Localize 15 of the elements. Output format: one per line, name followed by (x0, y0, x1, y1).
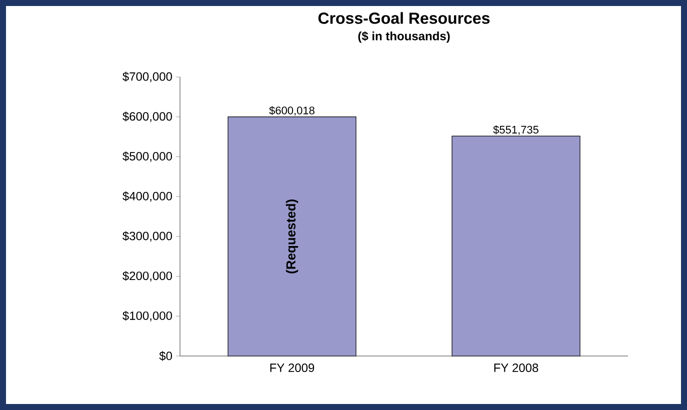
x-tick-label: FY 2009 (270, 364, 314, 372)
data-label: $551,735 (493, 125, 538, 135)
chart-subtitle: ($ in thousands) (358, 31, 450, 43)
annotation: (Requested) (286, 200, 298, 274)
x-tick-label: FY 2008 (494, 364, 538, 372)
y-tick-label: $500,000 (122, 152, 172, 162)
y-tick-label: $600,000 (122, 112, 172, 122)
y-tick-label: $0 (159, 351, 172, 361)
y-tick-label: $100,000 (122, 310, 172, 322)
y-tick-label: $400,000 (122, 191, 172, 202)
chart-title: Cross-Goal Resources (318, 12, 490, 24)
y-tick-label: $300,000 (122, 231, 172, 242)
y-tick-label: $200,000 (122, 271, 172, 282)
y-tick-label: $700,000 (122, 72, 172, 82)
data-label: $600,018 (269, 106, 314, 116)
